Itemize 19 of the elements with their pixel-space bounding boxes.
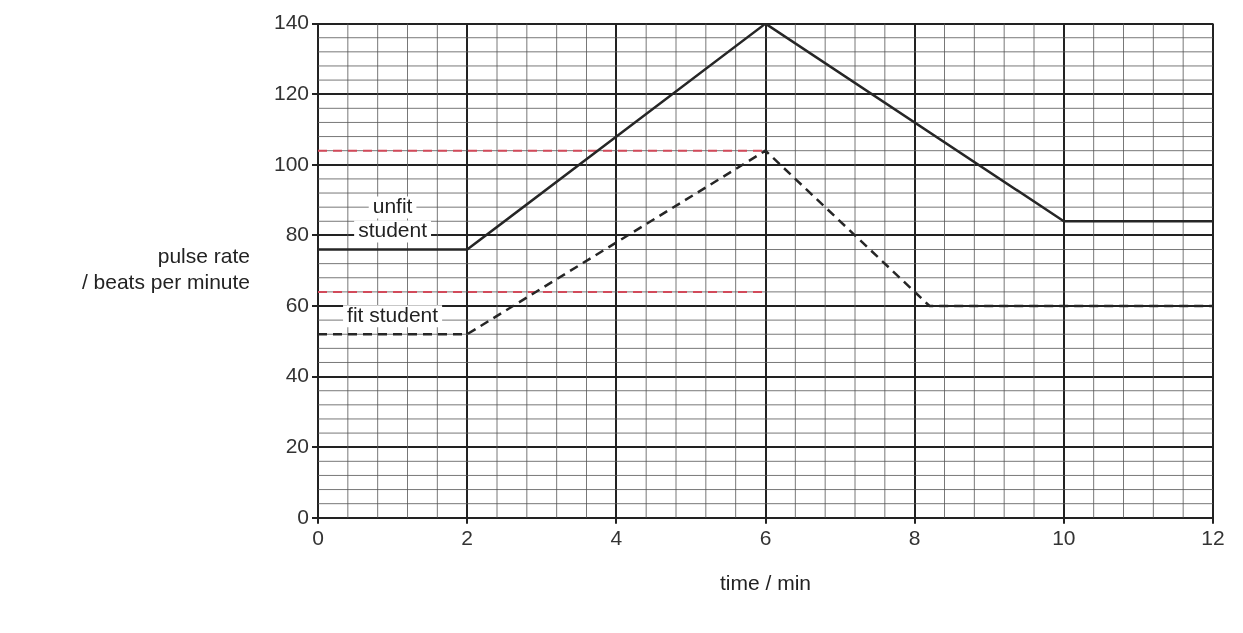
y-tick-label: 60 bbox=[285, 292, 309, 316]
x-tick-label: 10 bbox=[1052, 526, 1076, 550]
y-tick-label: 80 bbox=[285, 222, 309, 246]
x-axis-title: time / min bbox=[719, 570, 812, 594]
y-tick-label: 0 bbox=[297, 504, 309, 528]
x-tick-label: 6 bbox=[759, 526, 772, 550]
y-axis-title: pulse rate / beats per minute bbox=[81, 244, 250, 294]
y-tick-label: 40 bbox=[285, 363, 309, 387]
y-tick-label: 140 bbox=[273, 10, 309, 34]
x-tick-label: 12 bbox=[1201, 526, 1225, 550]
series-label: fit student bbox=[347, 303, 439, 327]
y-tick-label: 100 bbox=[273, 151, 309, 175]
x-tick-label: 4 bbox=[610, 526, 623, 550]
y-tick-label: 20 bbox=[285, 434, 309, 457]
series-label: unfit student bbox=[358, 194, 428, 242]
y-tick-label: 120 bbox=[273, 81, 309, 104]
x-tick-label: 8 bbox=[908, 526, 921, 550]
x-tick-label: 2 bbox=[461, 526, 474, 550]
x-tick-label: 0 bbox=[312, 526, 324, 550]
